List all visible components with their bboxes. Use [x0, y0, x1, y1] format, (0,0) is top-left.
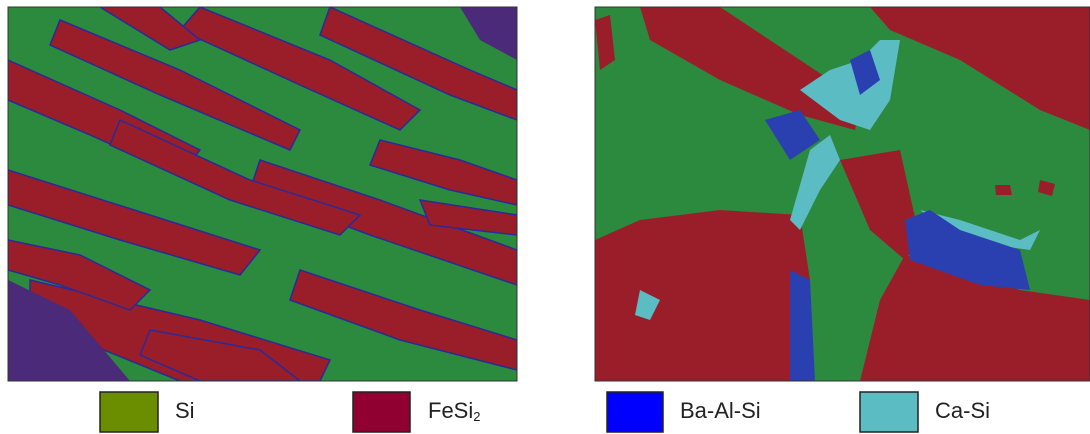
- legend-label-main: FeSi: [428, 398, 473, 423]
- legend-swatch: [100, 392, 158, 432]
- legend-label: Ba-Al-Si: [680, 398, 761, 423]
- phase-map-right: [595, 7, 1090, 381]
- page: Si FeSi2 Ba-Al-Si Ca-Si (() => { const d…: [0, 0, 1090, 434]
- legend-label: FeSi2: [428, 398, 480, 425]
- legend-swatch: [607, 392, 663, 432]
- phase-map-left: [8, 7, 517, 381]
- legend-label: Si: [175, 398, 195, 423]
- legend-label-subscript: 2: [473, 409, 480, 424]
- legend-label: Ca-Si: [935, 398, 990, 423]
- legend-swatch: [860, 392, 918, 432]
- figure: Si FeSi2 Ba-Al-Si Ca-Si: [0, 0, 1090, 434]
- legend-swatch: [353, 392, 410, 432]
- legend: Si FeSi2 Ba-Al-Si Ca-Si: [100, 392, 990, 432]
